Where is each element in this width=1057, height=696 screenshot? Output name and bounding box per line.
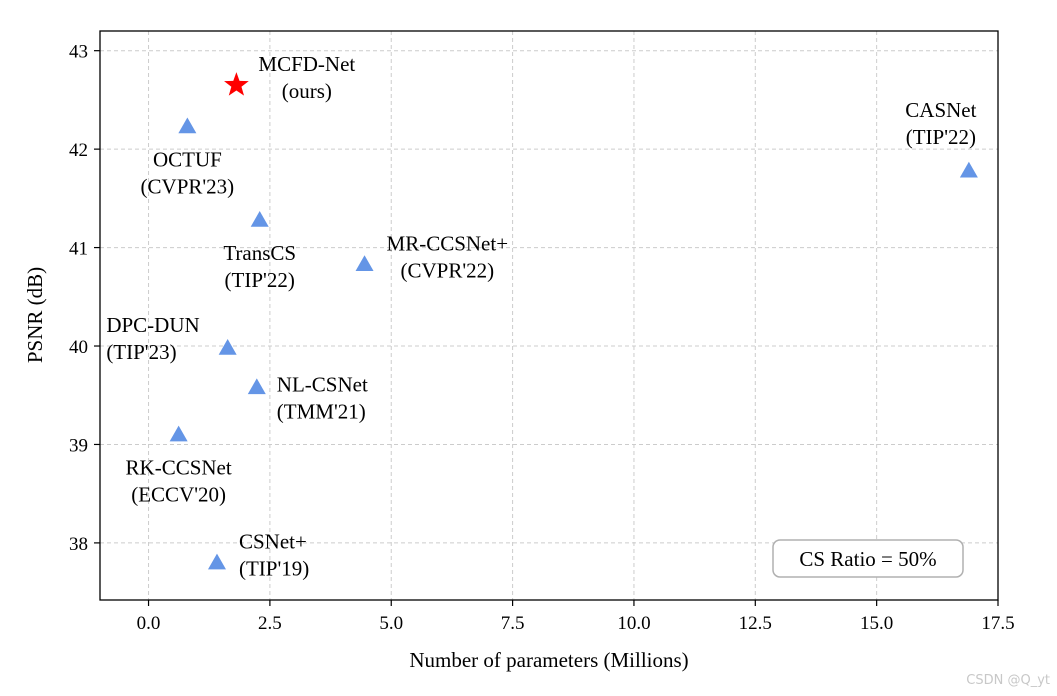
triangle-marker [169, 425, 188, 442]
grid-lines [100, 31, 999, 600]
point-label-name: DPC-DUN [106, 313, 199, 337]
data-points [169, 72, 978, 570]
watermark: CSDN @Q_yt [966, 673, 1050, 688]
x-tick-label: 0.0 [137, 613, 161, 634]
triangle-marker [207, 553, 226, 570]
point-label-venue: (ours) [282, 79, 332, 103]
y-tick-label: 39 [69, 435, 88, 456]
triangle-marker [959, 161, 978, 178]
triangle-marker [218, 338, 237, 355]
triangle-marker [250, 211, 269, 227]
cs-ratio-box: CS Ratio = 50% [772, 539, 964, 578]
x-axis-title: Number of parameters (Millions) [409, 648, 688, 672]
point-label-name: MR-CCSNet+ [387, 231, 509, 255]
y-tick-label: 41 [69, 239, 88, 260]
point-label-name: RK-CCSNet [126, 456, 232, 480]
point-label-venue: (TMM'21) [277, 399, 366, 423]
point-label-name: CSNet+ [239, 530, 307, 554]
y-axis-title: PSNR (dB) [23, 267, 47, 363]
point-label-name: MCFD-Net [258, 52, 355, 76]
triangle-marker [247, 378, 266, 395]
point-label-name: TransCS [223, 241, 296, 265]
point-label-venue: (TIP'22) [906, 125, 976, 149]
y-tick-label: 42 [69, 140, 88, 161]
x-tick-label: 12.5 [739, 613, 772, 634]
point-label-venue: (ECCV'20) [131, 483, 226, 507]
x-tick-label: 7.5 [501, 613, 525, 634]
y-tick-label: 43 [69, 42, 88, 63]
star-marker [224, 72, 249, 96]
triangle-marker [355, 255, 374, 272]
x-tick-label: 5.0 [379, 613, 403, 634]
point-label-name: NL-CSNet [277, 372, 368, 396]
x-tick-label: 2.5 [258, 613, 282, 634]
axis-ticks: 0.0 2.5 5.0 7.5 10.0 12.5 15.0 17.5 38 39 40 41 42 43 [69, 42, 1015, 634]
point-label-name: CASNet [905, 98, 976, 122]
point-label-name: OCTUF [153, 147, 222, 171]
point-label-venue: (TIP'23) [106, 340, 176, 364]
plot-frame [99, 30, 999, 601]
point-labels: MCFD-Net (ours) OCTUF (CVPR'23) CASNet (TIP'2… [106, 52, 976, 580]
x-tick-label: 17.5 [981, 613, 1014, 634]
y-tick-label: 38 [69, 534, 88, 555]
x-tick-label: 10.0 [617, 613, 650, 634]
point-label-venue: (CVPR'23) [141, 174, 235, 198]
triangle-marker [178, 117, 197, 134]
point-label-venue: (TIP'19) [239, 557, 309, 581]
x-tick-label: 15.0 [860, 613, 893, 634]
y-tick-label: 40 [69, 337, 88, 358]
point-label-venue: (TIP'22) [225, 268, 295, 292]
cs-ratio-text: CS Ratio = 50% [799, 547, 936, 571]
point-label-venue: (CVPR'22) [400, 258, 494, 282]
